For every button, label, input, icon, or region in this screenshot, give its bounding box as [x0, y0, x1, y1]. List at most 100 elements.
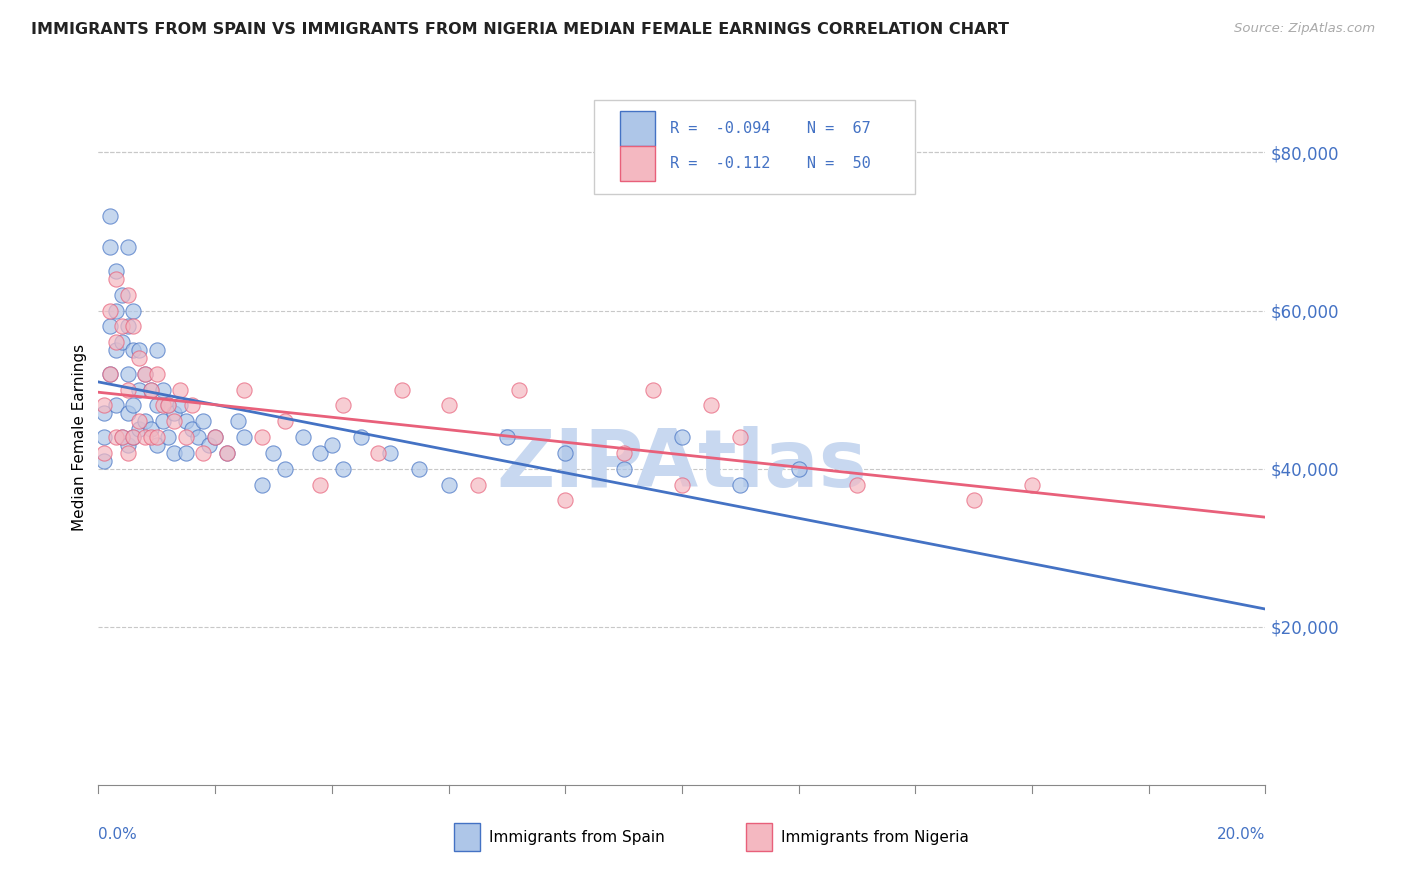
Point: [204, 430, 226, 444]
Point: [139, 422, 162, 436]
Point: [163, 406, 186, 420]
Point: [193, 446, 215, 460]
Y-axis label: Median Female Earnings: Median Female Earnings: [72, 343, 87, 531]
Text: 0.0%: 0.0%: [98, 827, 138, 842]
Point: [612, 461, 634, 475]
Point: [309, 446, 332, 460]
Point: [139, 430, 162, 444]
Point: [612, 446, 634, 460]
Point: [111, 319, 134, 334]
Point: [700, 399, 723, 413]
Point: [117, 319, 139, 334]
Point: [98, 240, 121, 254]
Bar: [454, 823, 479, 851]
Point: [962, 493, 984, 508]
Point: [157, 399, 180, 413]
Point: [146, 430, 169, 444]
Point: [122, 430, 145, 444]
Point: [128, 414, 150, 428]
Point: [437, 477, 460, 491]
Point: [350, 430, 373, 444]
Point: [146, 399, 169, 413]
Text: Immigrants from Nigeria: Immigrants from Nigeria: [782, 830, 969, 845]
Point: [787, 461, 810, 475]
FancyBboxPatch shape: [595, 100, 915, 194]
Point: [98, 367, 121, 381]
Text: Immigrants from Spain: Immigrants from Spain: [489, 830, 665, 845]
Point: [262, 446, 284, 460]
Point: [122, 399, 145, 413]
Point: [180, 399, 202, 413]
Point: [198, 438, 221, 452]
Point: [730, 477, 752, 491]
Point: [104, 335, 127, 350]
Point: [128, 351, 150, 365]
Point: [128, 383, 150, 397]
Point: [98, 209, 121, 223]
Text: ZIPAtlas: ZIPAtlas: [496, 425, 868, 504]
Point: [139, 383, 162, 397]
Point: [93, 399, 115, 413]
Point: [146, 367, 169, 381]
Point: [117, 367, 139, 381]
Point: [117, 406, 139, 420]
Point: [111, 430, 134, 444]
Point: [134, 367, 156, 381]
Point: [367, 446, 389, 460]
Point: [671, 430, 693, 444]
Point: [309, 477, 332, 491]
Point: [134, 367, 156, 381]
Point: [104, 399, 127, 413]
Point: [111, 335, 134, 350]
Point: [193, 414, 215, 428]
Point: [554, 493, 576, 508]
Point: [274, 461, 297, 475]
Point: [128, 343, 150, 358]
Point: [554, 446, 576, 460]
Point: [496, 430, 519, 444]
Point: [117, 446, 139, 460]
Bar: [747, 823, 772, 851]
Point: [332, 461, 354, 475]
Point: [117, 383, 139, 397]
Point: [117, 240, 139, 254]
Point: [391, 383, 413, 397]
Point: [111, 287, 134, 301]
Point: [228, 414, 250, 428]
Point: [93, 446, 115, 460]
Point: [117, 287, 139, 301]
Point: [122, 303, 145, 318]
Point: [671, 477, 693, 491]
Point: [215, 446, 238, 460]
Point: [508, 383, 530, 397]
Point: [104, 303, 127, 318]
Point: [157, 430, 180, 444]
Point: [215, 446, 238, 460]
Point: [157, 399, 180, 413]
Point: [152, 414, 174, 428]
Point: [437, 399, 460, 413]
Point: [467, 477, 489, 491]
Point: [104, 343, 127, 358]
Point: [291, 430, 314, 444]
Point: [104, 272, 127, 286]
Point: [134, 430, 156, 444]
Point: [174, 414, 197, 428]
Point: [117, 438, 139, 452]
Point: [93, 406, 115, 420]
Point: [180, 422, 202, 436]
Point: [408, 461, 430, 475]
Point: [111, 430, 134, 444]
Point: [146, 343, 169, 358]
Point: [98, 319, 121, 334]
Point: [139, 383, 162, 397]
Text: Source: ZipAtlas.com: Source: ZipAtlas.com: [1234, 22, 1375, 36]
Point: [93, 454, 115, 468]
Point: [163, 446, 186, 460]
Point: [98, 367, 121, 381]
Point: [152, 399, 174, 413]
Point: [134, 414, 156, 428]
Bar: [620, 146, 655, 181]
Point: [332, 399, 354, 413]
Point: [274, 414, 297, 428]
